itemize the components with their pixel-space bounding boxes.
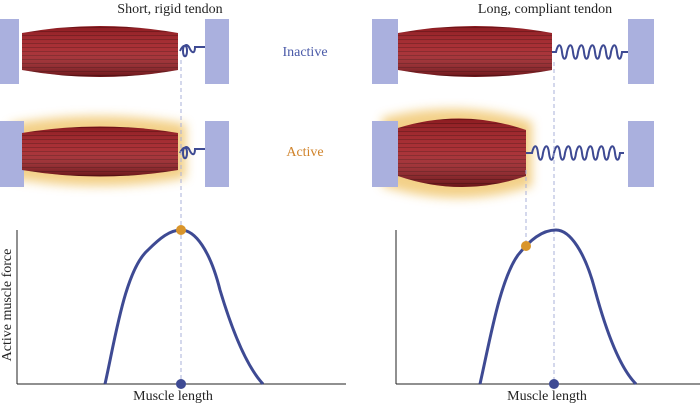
- right-panel: Long, compliant tendon Muscle le: [372, 2, 700, 404]
- left-active-point: [176, 225, 186, 235]
- left-inactive-tendon: [179, 44, 205, 58]
- left-x-axis-label: Muscle length: [133, 389, 213, 404]
- right-inactive-wall-left: [372, 19, 398, 84]
- left-active-muscle-unit: [0, 116, 229, 187]
- right-active-wall-left: [372, 121, 398, 187]
- left-inactive-muscle-unit: [0, 19, 229, 84]
- left-panel-title: Short, rigid tendon: [117, 2, 222, 17]
- right-inactive-muscle-unit: [372, 19, 654, 84]
- right-active-point: [521, 241, 531, 251]
- inactive-label: Inactive: [282, 45, 327, 60]
- left-axis-point: [176, 379, 186, 389]
- right-x-axis-label: Muscle length: [507, 389, 587, 404]
- left-panel: Short, rigid tendon Muscle length: [0, 2, 346, 404]
- right-inactive-tendon-spring: [552, 44, 628, 60]
- right-force-length-curve: [478, 228, 638, 386]
- active-label: Active: [286, 145, 323, 160]
- left-active-wall-right: [205, 121, 229, 187]
- right-inactive-wall-right: [628, 19, 654, 84]
- right-active-wall-right: [628, 121, 654, 187]
- right-active-muscle-unit: [372, 108, 654, 198]
- left-force-length-curve: [103, 228, 265, 386]
- y-axis-label: Active muscle force: [0, 249, 15, 362]
- right-panel-title: Long, compliant tendon: [478, 2, 612, 17]
- left-inactive-wall-left: [0, 19, 19, 84]
- right-axis-point: [549, 379, 559, 389]
- right-active-tendon-spring: [526, 145, 624, 161]
- left-active-wall-left: [0, 121, 24, 187]
- left-active-tendon: [179, 146, 205, 160]
- left-inactive-wall-right: [205, 19, 229, 84]
